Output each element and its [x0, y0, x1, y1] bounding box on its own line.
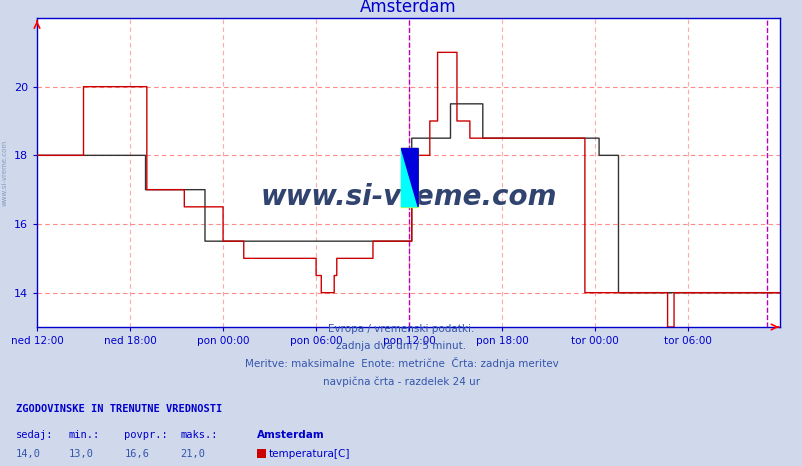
Text: maks.:: maks.: — [180, 430, 218, 440]
Text: navpična črta - razdelek 24 ur: navpična črta - razdelek 24 ur — [322, 376, 480, 387]
Text: Amsterdam: Amsterdam — [257, 430, 324, 440]
Text: 21,0: 21,0 — [180, 449, 205, 459]
Text: Meritve: maksimalne  Enote: metrične  Črta: zadnja meritev: Meritve: maksimalne Enote: metrične Črta… — [245, 357, 557, 369]
Text: sedaj:: sedaj: — [16, 430, 54, 440]
Text: zadnja dva dni / 5 minut.: zadnja dva dni / 5 minut. — [336, 342, 466, 351]
Polygon shape — [401, 149, 418, 207]
Title: Amsterdam: Amsterdam — [360, 0, 456, 16]
Text: povpr.:: povpr.: — [124, 430, 168, 440]
Text: min.:: min.: — [68, 430, 99, 440]
Text: www.si-vreme.com: www.si-vreme.com — [2, 139, 8, 206]
Text: 13,0: 13,0 — [68, 449, 93, 459]
Text: 16,6: 16,6 — [124, 449, 149, 459]
Polygon shape — [401, 149, 418, 207]
FancyBboxPatch shape — [401, 149, 418, 207]
Text: www.si-vreme.com: www.si-vreme.com — [260, 183, 556, 211]
Text: temperatura[C]: temperatura[C] — [269, 449, 350, 459]
Text: ZGODOVINSKE IN TRENUTNE VREDNOSTI: ZGODOVINSKE IN TRENUTNE VREDNOSTI — [16, 404, 222, 414]
Text: 14,0: 14,0 — [16, 449, 41, 459]
Text: Evropa / vremenski podatki.: Evropa / vremenski podatki. — [328, 324, 474, 334]
